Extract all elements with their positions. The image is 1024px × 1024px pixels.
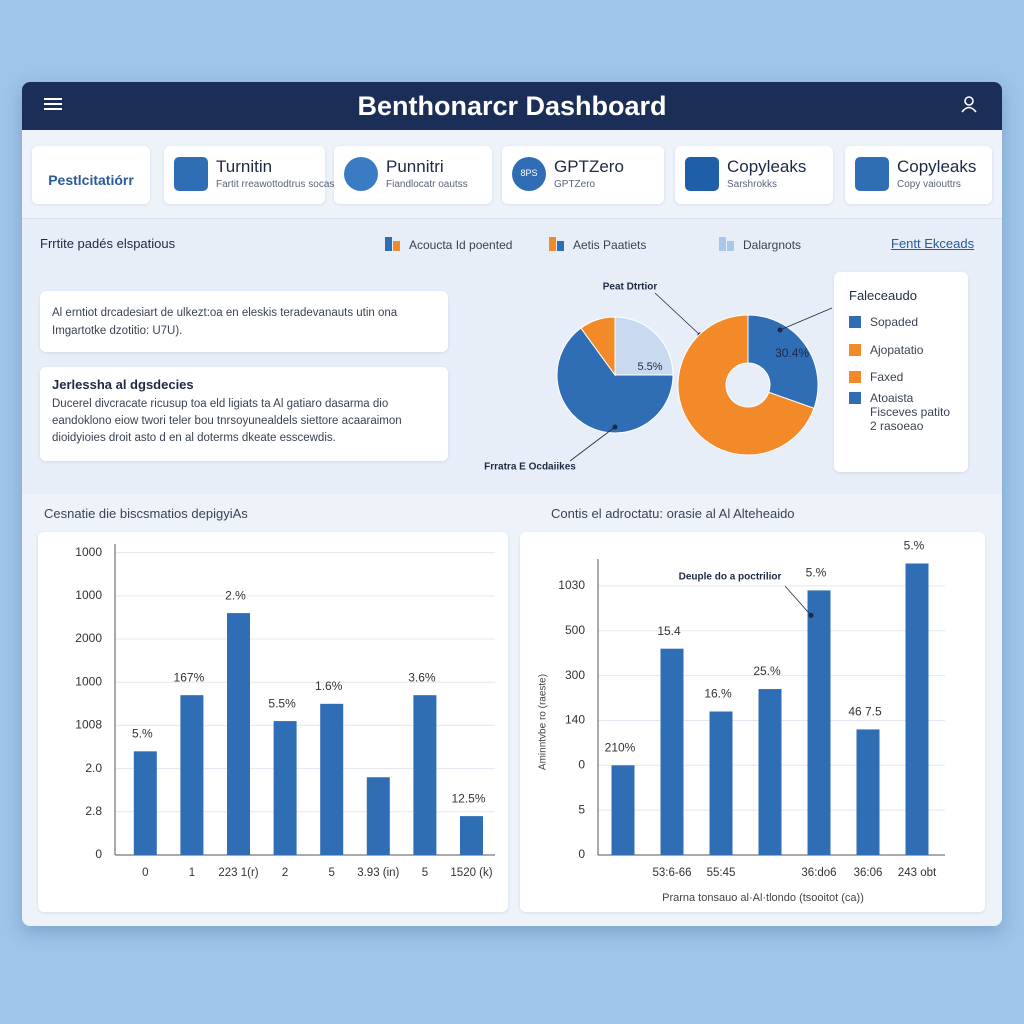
chart-card <box>520 532 985 912</box>
chart-title: Contis el adroctatu: orasie al Al Altehe… <box>551 506 795 521</box>
pie-legend-swatch <box>849 316 861 328</box>
legend-label: Acoucta Id poented <box>409 238 513 252</box>
tool-name: GPTZero <box>554 157 624 176</box>
legend-swatch <box>549 237 556 251</box>
pie-legend-swatch <box>849 371 861 383</box>
tool-sub: Sarshrokks <box>727 179 778 190</box>
user-icon-head <box>964 96 974 106</box>
user-icon-body <box>961 106 977 113</box>
info-card: Al erntiot drcadesiart de ulkezt:oa en e… <box>40 291 448 352</box>
tool-name: Turnitin <box>216 157 273 176</box>
info-card-text: Al erntiot drcadesiart de ulkezt:oa en e… <box>52 307 398 337</box>
pie-legend-title: Faleceaudo <box>849 288 917 303</box>
legend-label: Dalargnots <box>743 238 802 252</box>
tool-name: Copyleaks <box>897 157 977 176</box>
chart-title: Cesnatie die biscsmatios depigyiAs <box>44 506 248 521</box>
tool-sub: Fartit rreawottodtrus socas <box>216 179 335 190</box>
tool-name: Copyleaks <box>727 157 807 176</box>
pie-legend-swatch <box>849 392 861 404</box>
info-card-text: Ducerel divcracate ricusup toa eld ligia… <box>52 398 402 444</box>
legend-swatch <box>727 241 734 251</box>
pie-legend-label: Sopaded <box>870 315 919 329</box>
tool-icon <box>685 157 719 191</box>
header-bar <box>22 82 1002 130</box>
legend-swatch <box>393 241 400 251</box>
pie-legend-label: Ajopatatio <box>870 343 924 357</box>
tool-name: Punnitri <box>386 157 444 176</box>
tool-sub: GPTZero <box>554 179 596 190</box>
user-button[interactable] <box>960 95 978 113</box>
legend-label: Aetis Paatiets <box>573 238 647 252</box>
info-card: Jerlessha al dgsdecies Ducerel divcracat… <box>40 367 448 461</box>
tool-icon <box>344 157 378 191</box>
tool-name: Pestlcitatiórr <box>48 172 134 188</box>
menu-button[interactable] <box>44 98 62 110</box>
tool-card[interactable] <box>32 146 150 204</box>
pie-legend-label: Atoaista Fisceves patito 2 rasoeao <box>870 391 951 433</box>
pie-legend-swatch <box>849 344 861 356</box>
pie-legend-label: Faxed <box>870 370 904 384</box>
tool-sub: Copy vaiouttrs <box>897 179 961 190</box>
menu-line <box>44 103 62 105</box>
section-title: Frrtite padés elspatious <box>40 236 176 251</box>
section-link[interactable]: Fentt Ekceads <box>891 236 975 251</box>
header-title: Benthonarcr Dashboard <box>357 91 667 121</box>
info-card-title: Jerlessha al dgsdecies <box>52 377 194 392</box>
tool-badge: 8PS <box>520 168 538 178</box>
tool-icon <box>174 157 208 191</box>
legend-swatch <box>385 237 392 251</box>
tool-icon <box>512 157 546 191</box>
legend-swatch <box>719 237 726 251</box>
chart-card <box>38 532 508 912</box>
tool-icon <box>855 157 889 191</box>
legend-swatch <box>557 241 564 251</box>
tool-sub: Fiandlocatr oautss <box>386 179 468 190</box>
